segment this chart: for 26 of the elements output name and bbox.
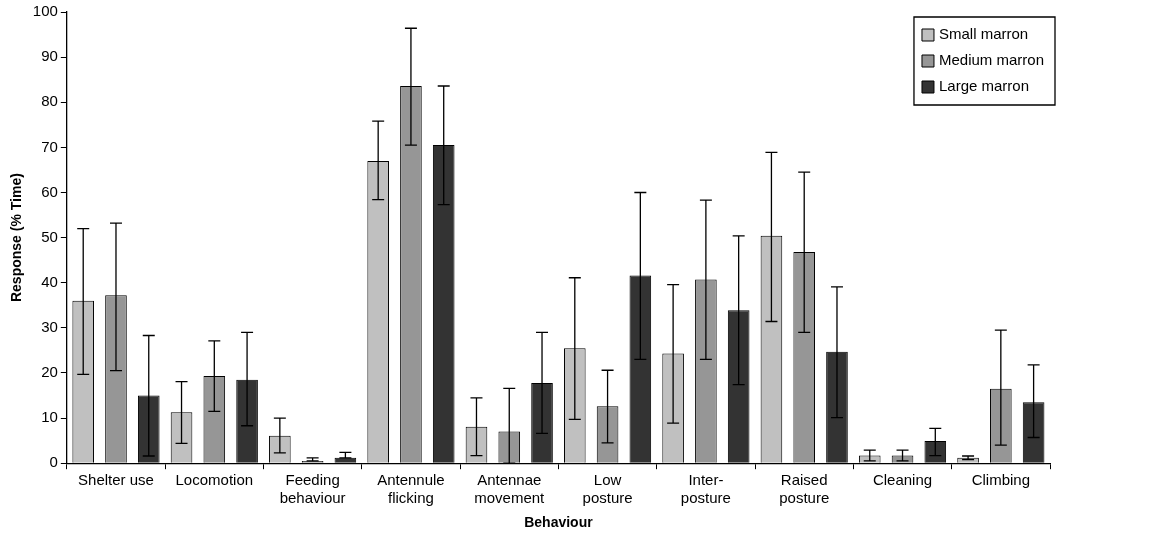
y-tick-label: 90 [41,47,58,65]
x-tick-label: Climbing [971,471,1031,489]
y-tick-label: 50 [41,227,58,245]
x-axis-title: Behaviour [524,514,594,531]
x-tick-label: Low posture [582,471,633,507]
x-tick-label: Antennule flicking [377,471,445,507]
legend-label: Medium marron [938,51,1044,69]
x-tick-label: Cleaning [872,471,933,489]
y-tick-label: 10 [41,408,58,426]
x-tick-label: Locomotion [175,471,254,489]
y-tick-label: 20 [41,363,58,381]
y-axis-title: Response (% Time) [8,173,25,303]
x-tick-label: Inter- posture [680,471,731,507]
y-tick-label: 100 [32,2,58,20]
y-tick-label: 60 [41,182,58,200]
x-tick-label: Antennae movement [474,471,546,507]
x-tick-label: Shelter use [78,471,154,489]
legend-label: Large marron [938,77,1030,95]
y-tick-label: 0 [49,453,58,471]
y-tick-label: 80 [41,92,58,110]
legend-label: Small marron [938,25,1029,43]
x-tick-label: Raised posture [779,471,830,507]
y-tick-label: 30 [41,317,58,335]
y-tick-label: 40 [41,272,58,290]
x-tick-label: Feeding behaviour [279,471,346,507]
y-tick-label: 70 [41,137,58,155]
